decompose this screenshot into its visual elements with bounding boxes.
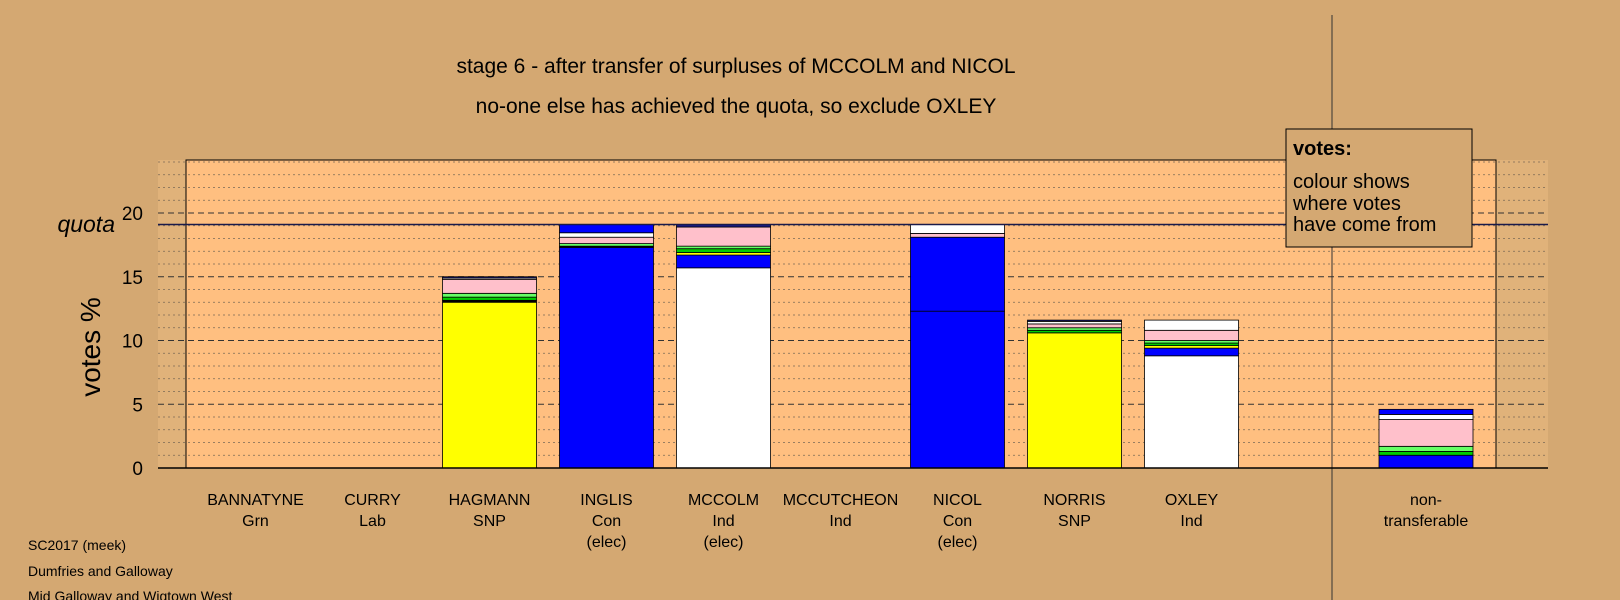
x-label-inglis: (elec) <box>586 534 626 551</box>
legend-title: votes: <box>1293 138 1352 160</box>
footer-line-3: Mid Galloway and Wigtown West <box>28 588 232 600</box>
title-line-1: stage 6 - after transfer of surpluses of… <box>456 55 1015 78</box>
x-label-mccolm: (elec) <box>703 534 743 551</box>
y-axis-label: votes % <box>75 297 106 397</box>
bar-segment-nontransferable <box>1378 454 1474 469</box>
bars <box>442 224 1474 469</box>
gridlines <box>158 161 1548 456</box>
legend-line-1: colour shows <box>1293 171 1410 193</box>
bar-segment-nontransferable <box>1378 408 1474 415</box>
y-tick-label: 20 <box>122 204 143 225</box>
x-label-nicol: Con <box>943 513 972 530</box>
bar-segment-nontransferable <box>1378 419 1474 447</box>
bar-segment-nicol <box>910 232 1005 238</box>
quota-label: quota <box>57 211 115 237</box>
legend-line-2: where votes <box>1292 193 1401 215</box>
x-label-mccutcheon: Ind <box>829 513 851 530</box>
x-label-hagmann: HAGMANN <box>449 492 531 509</box>
bar-segment-mccolm <box>676 248 771 253</box>
title-line-2: no-one else has achieved the quota, so e… <box>476 95 997 118</box>
x-label-mccolm: MCCOLM <box>688 492 759 509</box>
bar-segment-nontransferable <box>1378 451 1474 456</box>
x-label-mccolm: Ind <box>712 513 734 530</box>
bar-segment-norris <box>1027 323 1122 329</box>
bar-segment-hagmann <box>442 278 537 294</box>
legend-box <box>1285 128 1473 248</box>
x-label-curry: Lab <box>359 513 386 530</box>
footer-line-2: Dumfries and Galloway <box>28 563 173 579</box>
x-label-mccutcheon: MCCUTCHEON <box>783 492 899 509</box>
x-label-nontransferable: transferable <box>1384 513 1469 530</box>
bar-segment-oxley <box>1144 355 1239 469</box>
x-label-bannatyne: BANNATYNE <box>207 492 304 509</box>
x-label-bannatyne: Grn <box>242 513 269 530</box>
y-tick-label: 15 <box>122 268 143 289</box>
x-label-inglis: Con <box>592 513 621 530</box>
bar-segment-hagmann <box>442 292 537 298</box>
x-label-nontransferable: non- <box>1410 492 1442 509</box>
bar-segment-hagmann <box>442 301 537 469</box>
x-label-oxley: Ind <box>1180 513 1202 530</box>
y-tick-label: 10 <box>122 332 143 353</box>
legend-line-3: have come from <box>1293 214 1436 236</box>
x-tick-labels: BANNATYNE Grn CURRY Lab HAGMANN SNP INGLIS Con (… <box>207 492 1468 551</box>
bar-segment-norris <box>1027 332 1122 469</box>
x-label-norris: NORRIS <box>1043 492 1105 509</box>
bar-segment-inglis <box>559 247 654 469</box>
bar-segment-nontransferable <box>1378 445 1474 452</box>
bar-segment-inglis <box>559 236 654 245</box>
bar-segment-nicol <box>910 310 1005 469</box>
x-label-curry: CURRY <box>344 492 401 509</box>
bar-segment-norris <box>1027 319 1122 322</box>
bar-segment-oxley <box>1144 347 1239 357</box>
bar-segment-hagmann <box>442 276 537 279</box>
bar-segment-inglis <box>559 224 654 234</box>
bar-segment-nicol <box>910 224 1005 234</box>
x-label-nicol: NICOL <box>933 492 982 509</box>
bar-segment-hagmann <box>442 296 537 301</box>
y-tick-label: 5 <box>132 395 143 416</box>
y-tick-labels: 0 5 10 15 20 <box>122 204 143 480</box>
bar-segment-mccolm <box>676 226 771 247</box>
bar-segment-oxley <box>1144 319 1239 331</box>
x-label-nicol: (elec) <box>937 534 977 551</box>
x-label-inglis: INGLIS <box>580 492 632 509</box>
bar-segment-nicol <box>910 236 1005 312</box>
x-label-oxley: OXLEY <box>1165 492 1219 509</box>
y-tick-label: 0 <box>132 459 143 480</box>
x-label-hagmann: SNP <box>473 513 506 530</box>
bar-segment-oxley <box>1144 329 1239 341</box>
footer-line-1: SC2017 (meek) <box>28 537 126 553</box>
bar-segment-inglis <box>559 232 654 238</box>
legend: votes: colour shows where votes have com… <box>1285 128 1473 248</box>
bar-segment-nontransferable <box>1378 414 1474 420</box>
x-label-norris: SNP <box>1058 513 1091 530</box>
bar-segment-mccolm <box>676 267 771 469</box>
bar-segment-mccolm <box>676 254 771 269</box>
